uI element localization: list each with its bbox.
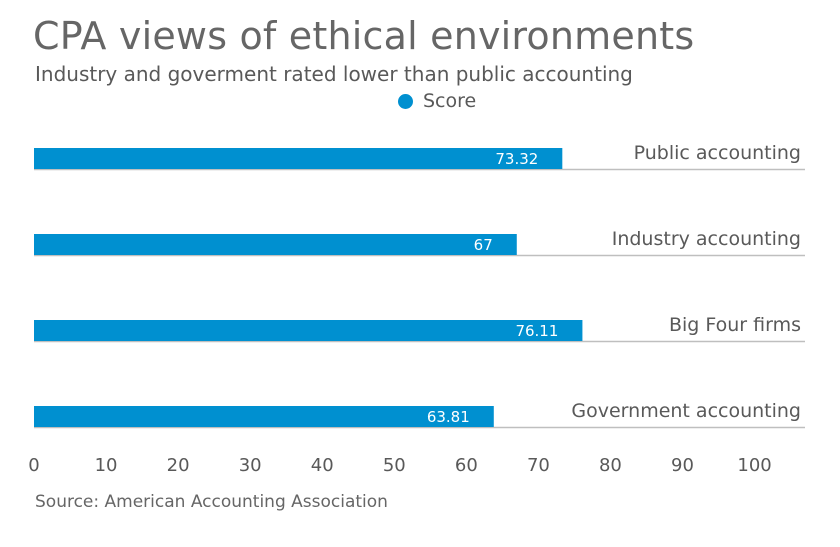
bar-value-label: 63.81 bbox=[427, 408, 470, 426]
x-tick-label: 10 bbox=[95, 455, 118, 476]
bar-value-label: 76.11 bbox=[515, 322, 558, 340]
source-note: Source: American Accounting Association bbox=[35, 492, 388, 512]
legend: Score bbox=[398, 90, 476, 112]
chart-subtitle: Industry and goverment rated lower than … bbox=[35, 62, 633, 86]
category-label: Public accounting bbox=[634, 142, 801, 164]
bar bbox=[34, 148, 563, 169]
bar bbox=[34, 320, 583, 341]
category-label: Government accounting bbox=[571, 400, 801, 422]
bar-value-label: 67 bbox=[474, 236, 493, 254]
x-tick-label: 20 bbox=[167, 455, 190, 476]
x-tick-label: 30 bbox=[239, 455, 262, 476]
x-tick-label: 80 bbox=[599, 455, 622, 476]
x-tick-label: 40 bbox=[311, 455, 334, 476]
bar bbox=[34, 406, 494, 427]
bar bbox=[34, 234, 517, 255]
legend-marker bbox=[398, 93, 413, 109]
x-tick-label: 90 bbox=[671, 455, 694, 476]
x-tick-label: 60 bbox=[455, 455, 478, 476]
chart-title: CPA views of ethical environments bbox=[33, 14, 695, 58]
x-tick-label: 100 bbox=[737, 455, 771, 476]
x-tick-label: 0 bbox=[28, 455, 39, 476]
x-tick-label: 70 bbox=[527, 455, 550, 476]
bar-value-label: 73.32 bbox=[495, 150, 538, 168]
category-label: Industry accounting bbox=[612, 228, 801, 250]
legend-label: Score bbox=[423, 90, 477, 112]
x-tick-label: 50 bbox=[383, 455, 406, 476]
category-label: Big Four firms bbox=[669, 314, 801, 336]
